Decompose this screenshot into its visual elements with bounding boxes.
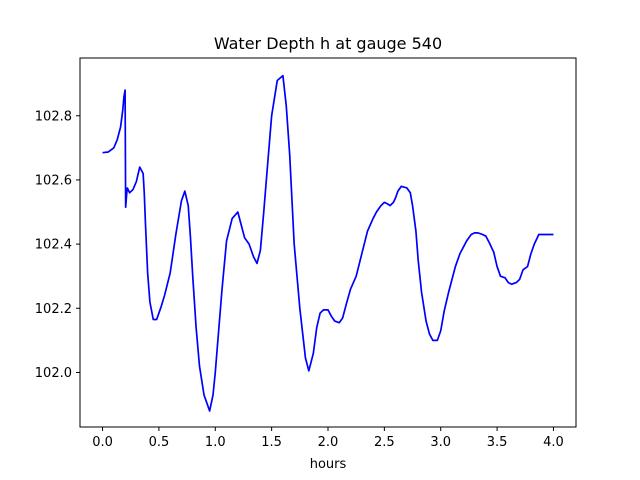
x-tick-label: 1.5 (261, 435, 282, 450)
series-line-0 (102, 74, 554, 412)
y-tick-label: 102.4 (35, 238, 72, 253)
x-tick-label: 0.0 (92, 435, 113, 450)
x-tick-label: 3.5 (487, 435, 508, 450)
x-tick-label: 1.0 (205, 435, 226, 450)
x-tick-label: 3.0 (430, 435, 451, 450)
y-tick-label: 102.6 (35, 173, 72, 188)
y-tick-label: 102.0 (35, 366, 72, 381)
plot-area (102, 74, 554, 412)
x-tick-label: 2.0 (318, 435, 339, 450)
y-axis: 102.0 102.2 102.4 102.6 102.8 (35, 109, 80, 381)
y-tick-label: 102.8 (35, 109, 72, 124)
chart-title: Water Depth h at gauge 540 (214, 34, 442, 53)
x-tick-label: 0.5 (149, 435, 170, 450)
y-tick-label: 102.2 (35, 302, 72, 317)
x-tick-label: 4.0 (543, 435, 564, 450)
x-axis: 0.0 0.5 1.0 1.5 2.0 2.5 3.0 3.5 4.0 (92, 427, 564, 450)
x-axis-label: hours (310, 457, 347, 472)
x-tick-label: 2.5 (374, 435, 395, 450)
